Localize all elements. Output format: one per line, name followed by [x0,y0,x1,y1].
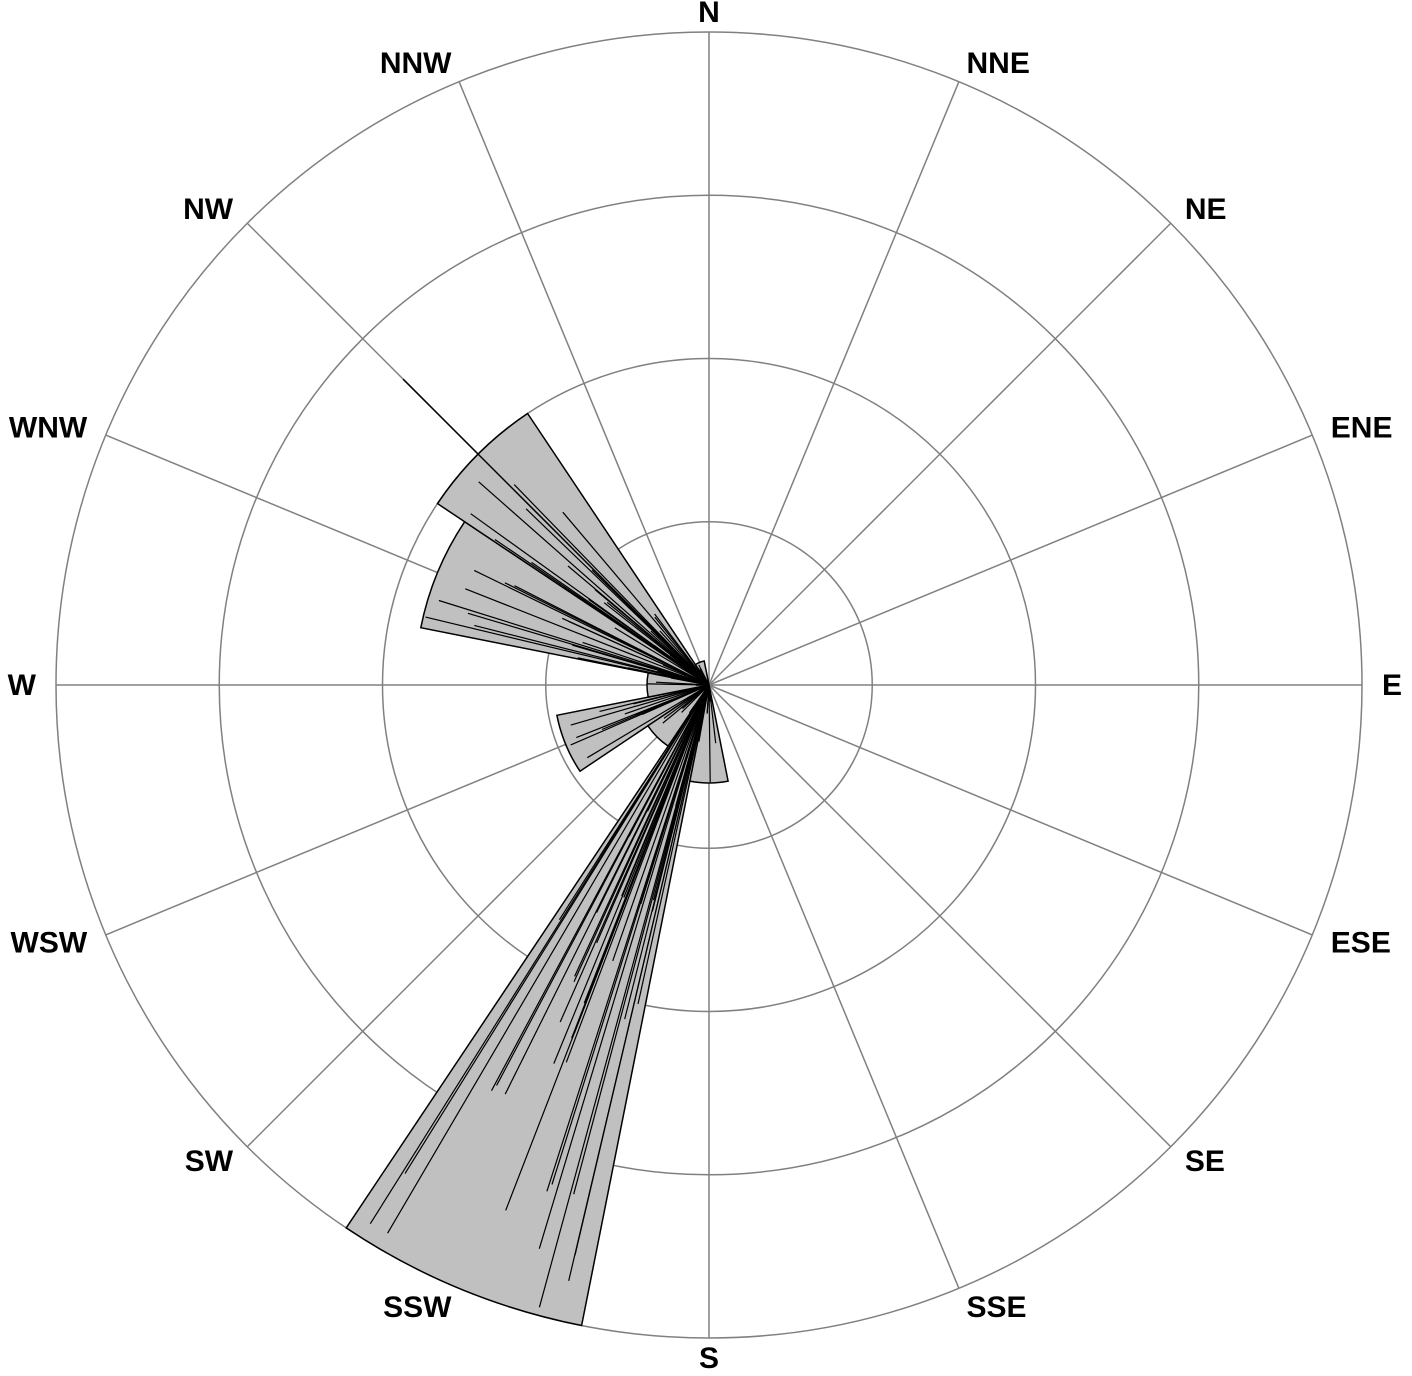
direction-label-nw: NW [183,193,234,226]
spoke-ese [709,685,1312,935]
spoke-ene [709,435,1312,685]
spoke-ne [709,223,1171,685]
direction-label-sw: SW [185,1145,234,1178]
direction-label-wnw: WNW [9,412,88,445]
spoke-sse [709,685,959,1288]
direction-label-se: SE [1185,1145,1225,1178]
spoke-nne [709,82,959,685]
direction-label-wsw: WSW [11,927,88,960]
direction-label-ene: ENE [1331,412,1393,445]
direction-label-nnw: NNW [380,47,452,80]
direction-label-sse: SSE [967,1291,1027,1324]
direction-label-w: W [8,669,37,702]
direction-label-ne: NE [1185,193,1227,226]
direction-label-nne: NNE [967,47,1030,80]
spoke-se [709,685,1171,1147]
direction-label-e: E [1382,669,1402,702]
direction-label-n: N [698,0,720,29]
sector-ssw [346,685,709,1326]
sectors [346,414,728,1326]
direction-label-ese: ESE [1331,927,1391,960]
direction-label-s: S [699,1342,719,1371]
direction-label-ssw: SSW [383,1291,452,1324]
